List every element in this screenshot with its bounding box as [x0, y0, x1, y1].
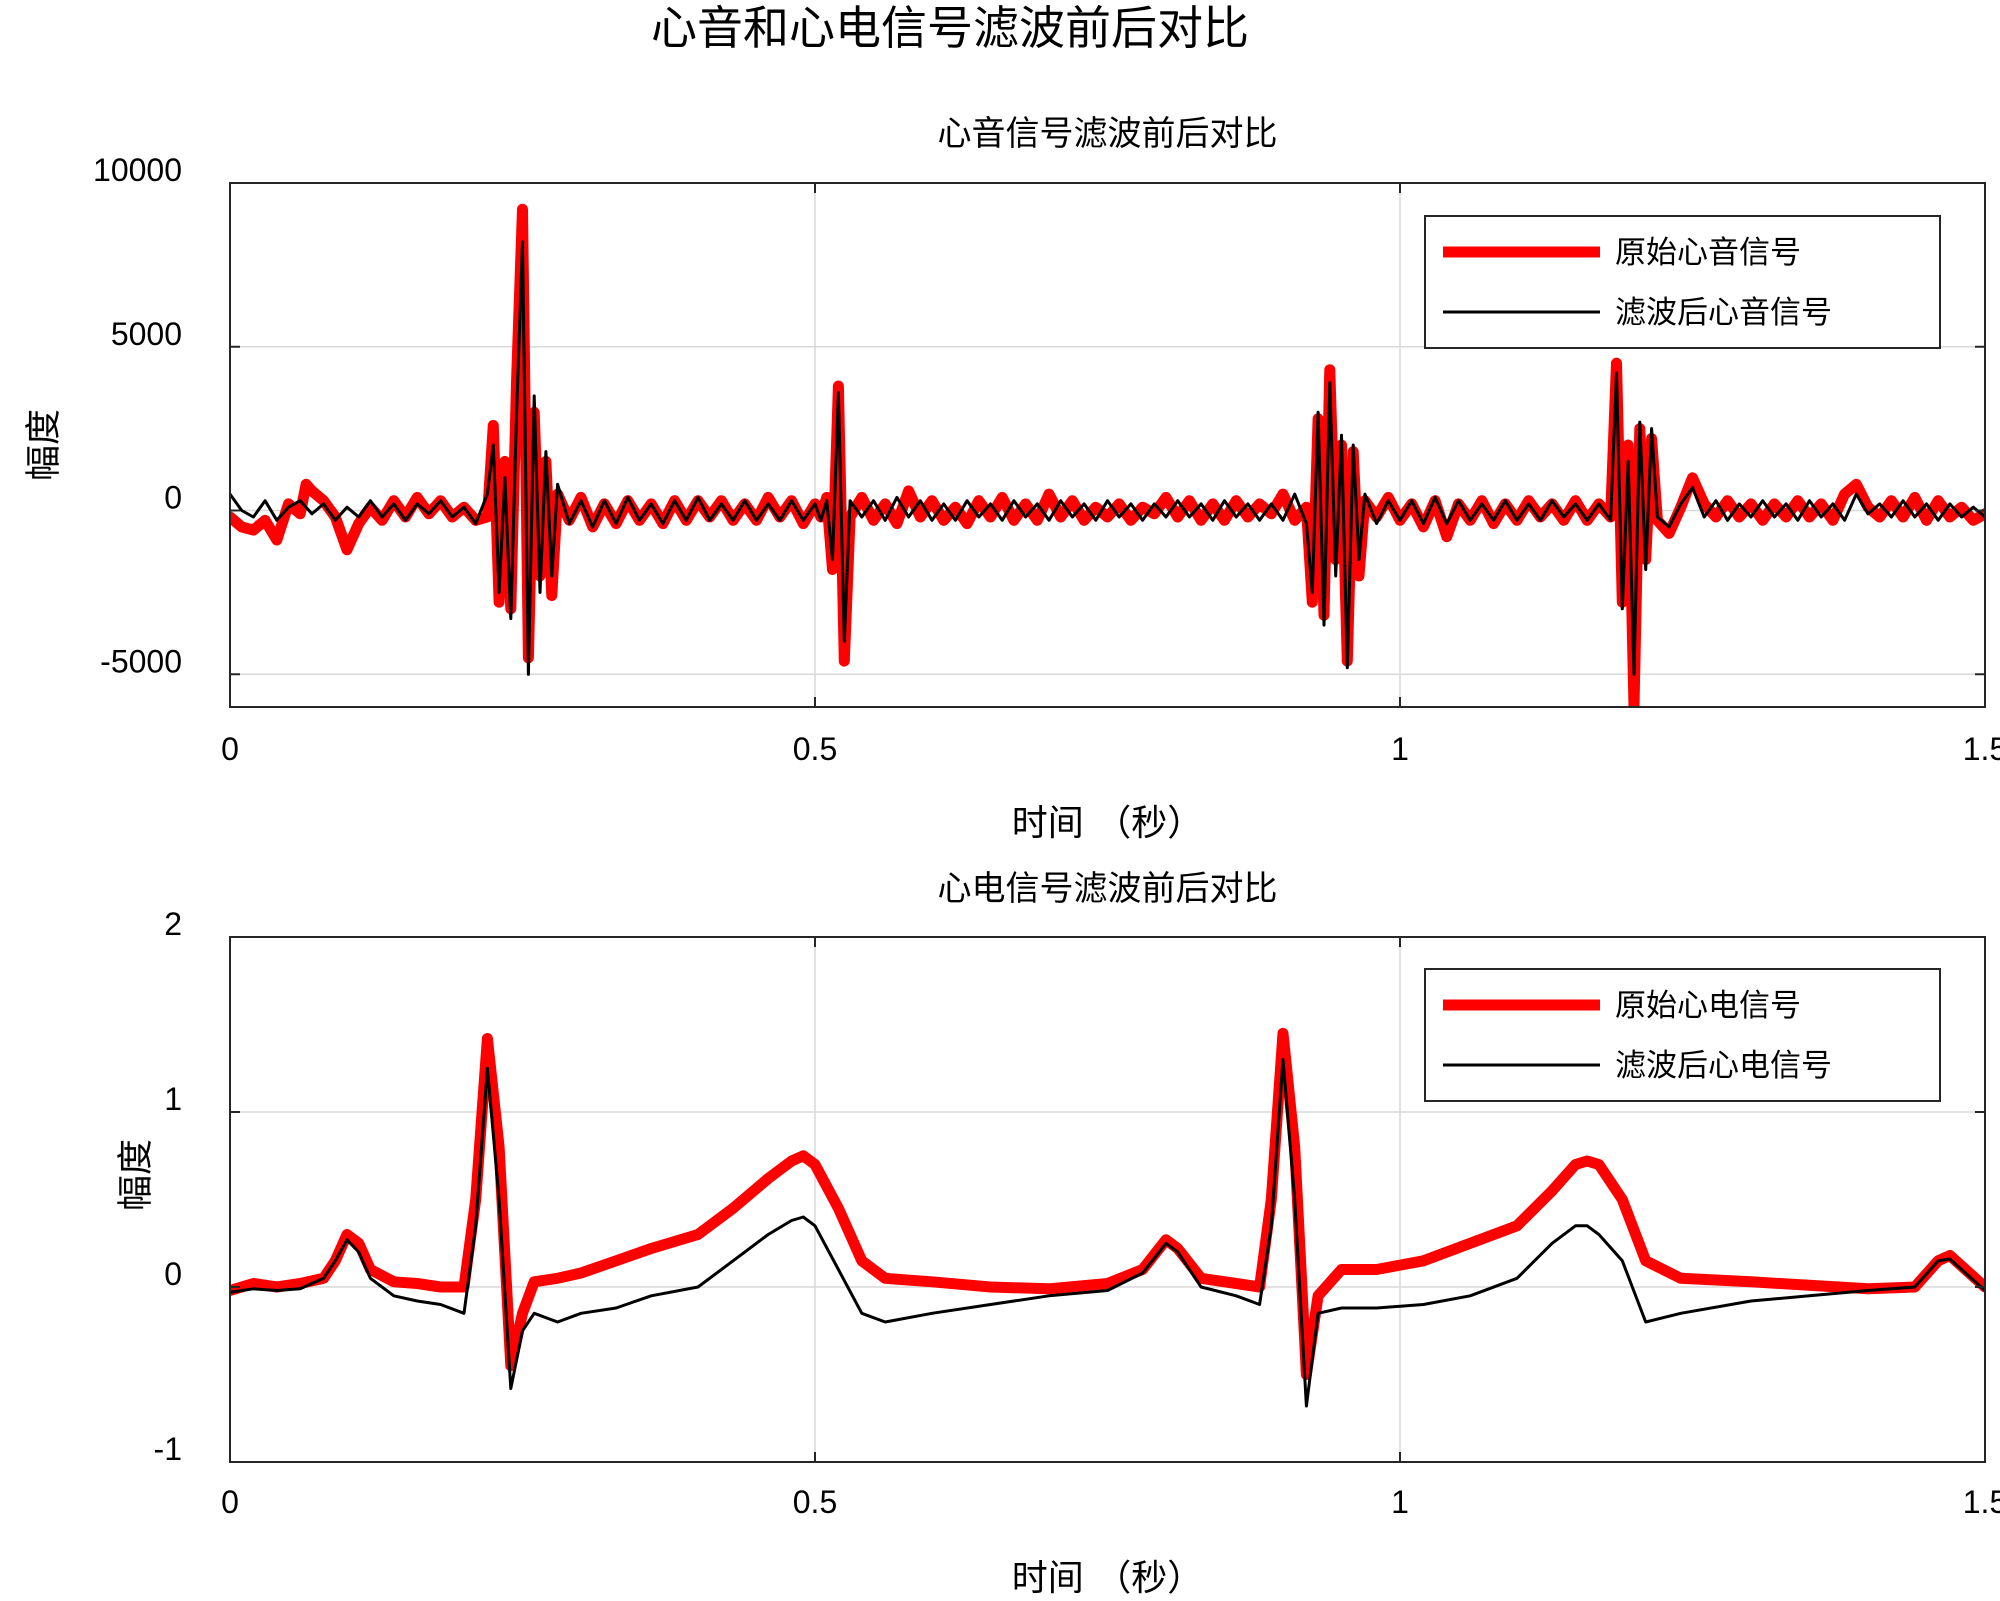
y-tick-label: 0	[164, 1256, 182, 1292]
legend-box	[1424, 215, 1941, 349]
y-tick-label: 1	[164, 1081, 182, 1117]
x-axis-label: 时间 （秒）	[1012, 1558, 1203, 1599]
legend-box	[1424, 968, 1941, 1102]
series-group	[230, 203, 1985, 707]
y-axis-label: 幅度	[116, 1139, 157, 1211]
heart-sound-chart: 心音信号滤波前后对比 0 0.5 1 1.5 -5000 0 5000 10000 时间 （秒） 幅…	[24, 114, 2000, 844]
subplot-title: 心电信号滤波前后对比	[938, 869, 1278, 909]
x-tick-label: 1.5	[1963, 1484, 2000, 1520]
series-group	[230, 1027, 1985, 1408]
legend-label: 原始心电信号	[1615, 988, 1801, 1024]
subplot-title: 心音信号滤波前后对比	[938, 114, 1278, 154]
x-tick-label: 0.5	[793, 1484, 837, 1520]
y-tick-label: -5000	[100, 643, 182, 679]
x-tick-label: 0	[221, 1484, 239, 1520]
series-line-raw	[230, 1027, 1985, 1380]
legend-label: 滤波后心音信号	[1615, 295, 1832, 331]
series-line-filtered	[230, 240, 1985, 676]
figure-title: 心音和心电信号滤波前后对比	[651, 1, 1249, 55]
ecg-chart: 心电信号滤波前后对比 0 0.5 1 1.5 -1 0 1 2 时间 （秒） 幅度 原始心电信号滤波后…	[116, 869, 2000, 1599]
y-tick-label: 0	[164, 480, 182, 516]
y-tick-label: -1	[154, 1431, 182, 1467]
y-tick-label: 2	[164, 906, 182, 942]
x-axis-label: 时间 （秒）	[1012, 803, 1203, 844]
x-tick-label: 0	[221, 731, 239, 767]
x-tick-label: 1.5	[1963, 731, 2000, 767]
series-line-filtered	[230, 1058, 1985, 1408]
axes-box	[229, 182, 1986, 708]
x-tick-label: 1	[1391, 1484, 1409, 1520]
x-tick-label: 0.5	[793, 731, 837, 767]
legend-label: 滤波后心电信号	[1615, 1048, 1832, 1084]
y-tick-label: 5000	[111, 316, 182, 352]
y-axis-label: 幅度	[24, 409, 65, 481]
x-tick-label: 1	[1391, 731, 1409, 767]
legend-label: 原始心音信号	[1615, 235, 1801, 271]
axes-box	[229, 936, 1986, 1463]
y-tick-label: 10000	[93, 152, 182, 188]
